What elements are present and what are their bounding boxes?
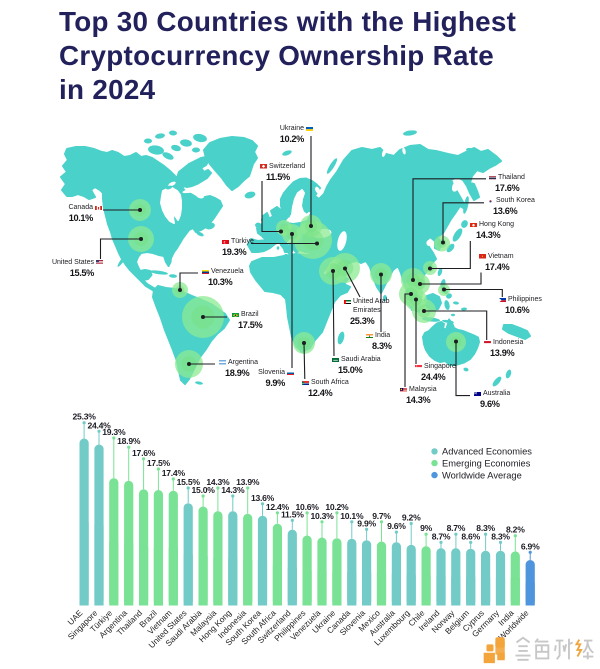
svg-text:9.9%: 9.9% xyxy=(357,518,376,528)
svg-text:8.2%: 8.2% xyxy=(506,525,525,535)
svg-text:8.3%: 8.3% xyxy=(476,523,495,533)
svg-text:Worldwide Average: Worldwide Average xyxy=(442,470,522,480)
svg-text:17.4%: 17.4% xyxy=(162,468,186,478)
svg-text:10.1%: 10.1% xyxy=(340,511,364,521)
svg-text:18.9%: 18.9% xyxy=(117,436,141,446)
svg-text:10.3%: 10.3% xyxy=(310,511,334,521)
svg-text:8.3%: 8.3% xyxy=(491,531,510,541)
svg-text:10.2%: 10.2% xyxy=(325,502,349,512)
svg-text:8.7%: 8.7% xyxy=(447,523,466,533)
svg-text:Emerging Economies: Emerging Economies xyxy=(442,458,531,468)
svg-text:9.7%: 9.7% xyxy=(372,511,391,521)
svg-text:15.5%: 15.5% xyxy=(177,477,201,487)
svg-text:6.9%: 6.9% xyxy=(521,541,540,551)
svg-text:25.3%: 25.3% xyxy=(73,412,97,422)
svg-text:12.4%: 12.4% xyxy=(266,502,290,512)
svg-text:13.9%: 13.9% xyxy=(236,477,260,487)
svg-text:11.5%: 11.5% xyxy=(281,509,304,519)
svg-text:19.3%: 19.3% xyxy=(102,427,126,437)
svg-text:9%: 9% xyxy=(420,523,433,533)
svg-text:8.7%: 8.7% xyxy=(432,531,451,541)
svg-text:8.6%: 8.6% xyxy=(461,531,480,541)
svg-text:14.3%: 14.3% xyxy=(206,477,230,487)
svg-text:10.6%: 10.6% xyxy=(296,502,320,512)
svg-text:15.0%: 15.0% xyxy=(192,485,216,495)
svg-text:17.5%: 17.5% xyxy=(147,458,171,468)
svg-text:14.3%: 14.3% xyxy=(221,485,245,495)
svg-text:13.6%: 13.6% xyxy=(251,493,275,503)
svg-text:Advanced Economies: Advanced Economies xyxy=(442,447,532,457)
svg-text:9.2%: 9.2% xyxy=(402,513,421,523)
svg-text:17.6%: 17.6% xyxy=(132,448,156,458)
svg-text:9.6%: 9.6% xyxy=(387,521,406,531)
svg-text:24.4%: 24.4% xyxy=(87,420,111,430)
